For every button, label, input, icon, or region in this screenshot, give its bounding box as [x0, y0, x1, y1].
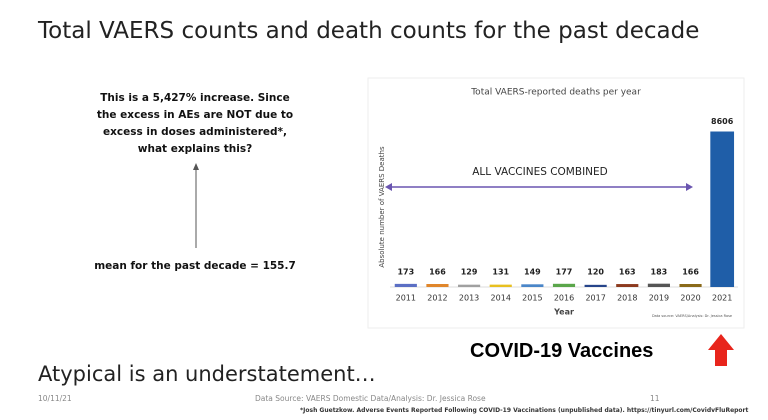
footnote: *Josh Guetzkow. Adverse Events Reported …: [300, 407, 749, 414]
x-tick-label: 2019: [649, 294, 669, 303]
value-label: 166: [682, 268, 699, 277]
bar: [647, 283, 670, 287]
red-arrow: [708, 334, 734, 366]
bar: [584, 284, 607, 287]
y-axis-label: Absolute number of VAERS Deaths: [378, 146, 386, 268]
annotation: ALL VACCINES COMBINED: [472, 166, 608, 178]
page-number: 11: [650, 394, 660, 403]
bar: [521, 284, 544, 287]
value-label: 120: [587, 268, 604, 277]
x-tick-label: 2020: [680, 294, 700, 303]
value-label: 8606: [711, 117, 734, 126]
bar: [679, 284, 702, 287]
bar: [426, 284, 449, 287]
x-tick-label: 2017: [585, 294, 605, 303]
callout: COVID-19 Vaccines: [470, 340, 654, 362]
arrow-head: [193, 163, 199, 170]
subtitle: Atypical is an understatement…: [38, 362, 376, 386]
credit: Data source: VAERS/Analysis: Dr. Jessica…: [652, 314, 732, 318]
x-axis-label: Year: [553, 308, 574, 317]
value-label: 129: [461, 268, 478, 277]
chart-frame: [367, 77, 745, 329]
bar: [552, 283, 576, 287]
bar: [710, 131, 735, 287]
bar: [616, 284, 639, 287]
bar: [489, 284, 512, 287]
value-label: 131: [492, 268, 509, 277]
x-tick-label: 2011: [396, 294, 416, 303]
value-label: 177: [556, 268, 573, 277]
x-tick-label: 2018: [617, 294, 637, 303]
x-tick-label: 2013: [459, 294, 479, 303]
date: 10/11/21: [38, 394, 72, 403]
source: Data Source: VAERS Domestic Data/Analysi…: [255, 394, 486, 403]
value-label: 183: [651, 268, 668, 277]
value-label: 163: [619, 268, 636, 277]
x-tick-label: 2016: [554, 294, 574, 303]
mean-note: mean for the past decade = 155.7: [94, 260, 296, 272]
chart-title: Total VAERS-reported deaths per year: [470, 88, 641, 98]
x-tick-label: 2014: [491, 294, 511, 303]
value-label: 166: [429, 268, 446, 277]
x-tick-label: 2012: [427, 294, 447, 303]
bar: [394, 283, 417, 287]
x-tick-label: 2021: [712, 294, 732, 303]
value-label: 173: [397, 268, 414, 277]
note: This is a 5,427% increase. Since the exc…: [96, 92, 294, 155]
x-tick-label: 2015: [522, 294, 542, 303]
value-label: 149: [524, 268, 541, 277]
bar: [458, 284, 481, 287]
slide-title: Total VAERS counts and death counts for …: [38, 18, 700, 44]
